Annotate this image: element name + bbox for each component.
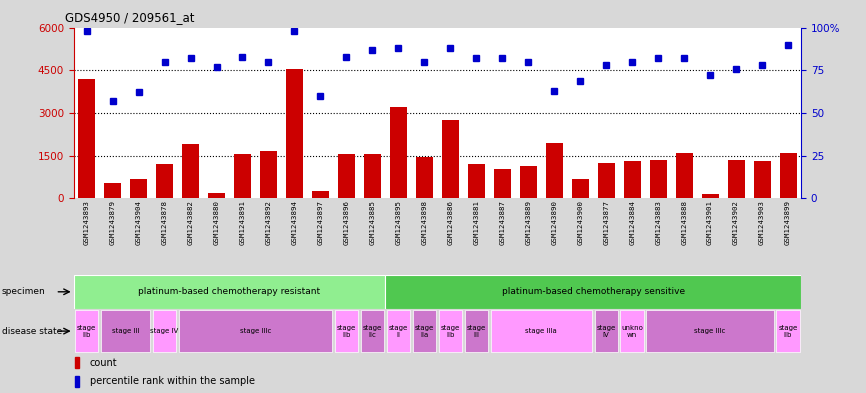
- Bar: [594, 310, 617, 353]
- Bar: [439, 310, 462, 353]
- Bar: [75, 376, 80, 387]
- Text: GSM1243892: GSM1243892: [266, 200, 271, 245]
- Text: stage
II: stage II: [389, 325, 408, 338]
- Text: stage III: stage III: [112, 328, 139, 334]
- Text: platinum-based chemotherapy resistant: platinum-based chemotherapy resistant: [139, 287, 320, 296]
- Text: specimen: specimen: [2, 287, 46, 296]
- Text: stage
IIb: stage IIb: [779, 325, 798, 338]
- Text: GSM1243882: GSM1243882: [188, 200, 193, 245]
- Bar: [182, 144, 199, 198]
- Bar: [646, 310, 774, 353]
- Bar: [572, 178, 589, 198]
- Bar: [100, 310, 151, 353]
- Bar: [727, 160, 745, 198]
- Text: stage
IIb: stage IIb: [77, 325, 96, 338]
- Bar: [520, 166, 537, 198]
- Text: disease state: disease state: [2, 327, 62, 336]
- Text: GSM1243880: GSM1243880: [214, 200, 219, 245]
- Bar: [152, 310, 177, 353]
- Bar: [675, 153, 693, 198]
- Bar: [179, 310, 333, 353]
- Bar: [75, 310, 99, 353]
- Bar: [78, 79, 95, 198]
- Text: GSM1243893: GSM1243893: [84, 200, 89, 245]
- Text: GSM1243899: GSM1243899: [785, 200, 791, 245]
- Text: GSM1243887: GSM1243887: [500, 200, 505, 245]
- Bar: [387, 310, 410, 353]
- Text: GSM1243881: GSM1243881: [474, 200, 479, 245]
- Text: GSM1243884: GSM1243884: [630, 200, 635, 245]
- Bar: [650, 160, 667, 198]
- Text: GSM1243877: GSM1243877: [604, 200, 609, 245]
- Bar: [598, 163, 615, 198]
- Bar: [413, 310, 436, 353]
- Text: GSM1243897: GSM1243897: [318, 200, 323, 245]
- Text: GSM1243891: GSM1243891: [240, 200, 245, 245]
- Text: stage
IIb: stage IIb: [337, 325, 356, 338]
- Bar: [156, 164, 173, 198]
- Bar: [234, 154, 251, 198]
- Bar: [75, 358, 80, 368]
- Bar: [208, 193, 225, 198]
- Text: GSM1243883: GSM1243883: [656, 200, 661, 245]
- Text: stage
IIa: stage IIa: [415, 325, 434, 338]
- Bar: [286, 69, 303, 198]
- Text: percentile rank within the sample: percentile rank within the sample: [89, 376, 255, 386]
- Text: GSM1243886: GSM1243886: [448, 200, 453, 245]
- Bar: [335, 310, 359, 353]
- Text: GSM1243903: GSM1243903: [759, 200, 765, 245]
- Bar: [416, 157, 433, 198]
- Text: GSM1243885: GSM1243885: [370, 200, 375, 245]
- Text: count: count: [89, 358, 117, 368]
- Bar: [364, 154, 381, 198]
- Bar: [776, 310, 800, 353]
- Bar: [312, 191, 329, 198]
- Text: stage
IIc: stage IIc: [363, 325, 382, 338]
- Bar: [494, 169, 511, 198]
- Text: GSM1243894: GSM1243894: [292, 200, 297, 245]
- Text: unkno
wn: unkno wn: [621, 325, 643, 338]
- Text: platinum-based chemotherapy sensitive: platinum-based chemotherapy sensitive: [501, 287, 685, 296]
- Bar: [130, 178, 147, 198]
- Text: stage IIIc: stage IIIc: [695, 328, 726, 334]
- Bar: [74, 275, 385, 309]
- Text: stage IIIc: stage IIIc: [240, 328, 271, 334]
- Bar: [361, 310, 385, 353]
- Text: stage
IV: stage IV: [597, 325, 616, 338]
- Text: stage
III: stage III: [467, 325, 486, 338]
- Bar: [104, 183, 121, 198]
- Bar: [442, 120, 459, 198]
- Bar: [390, 107, 407, 198]
- Bar: [385, 275, 801, 309]
- Bar: [465, 310, 488, 353]
- Text: GDS4950 / 209561_at: GDS4950 / 209561_at: [65, 11, 195, 24]
- Bar: [753, 162, 771, 198]
- Bar: [620, 310, 643, 353]
- Text: GSM1243878: GSM1243878: [162, 200, 167, 245]
- Text: stage
IIb: stage IIb: [441, 325, 460, 338]
- Text: GSM1243890: GSM1243890: [552, 200, 557, 245]
- Text: GSM1243900: GSM1243900: [578, 200, 583, 245]
- Text: GSM1243896: GSM1243896: [344, 200, 349, 245]
- Bar: [468, 164, 485, 198]
- Text: GSM1243889: GSM1243889: [526, 200, 531, 245]
- Bar: [701, 194, 719, 198]
- Bar: [546, 143, 563, 198]
- Text: stage IIIa: stage IIIa: [526, 328, 557, 334]
- Text: GSM1243888: GSM1243888: [682, 200, 687, 245]
- Bar: [338, 154, 355, 198]
- Bar: [624, 162, 641, 198]
- Text: GSM1243902: GSM1243902: [734, 200, 739, 245]
- Text: GSM1243895: GSM1243895: [396, 200, 401, 245]
- Text: GSM1243904: GSM1243904: [136, 200, 141, 245]
- Text: stage IV: stage IV: [151, 328, 178, 334]
- Text: GSM1243898: GSM1243898: [422, 200, 427, 245]
- Bar: [260, 151, 277, 198]
- Bar: [490, 310, 592, 353]
- Bar: [779, 153, 797, 198]
- Text: GSM1243879: GSM1243879: [110, 200, 115, 245]
- Text: GSM1243901: GSM1243901: [708, 200, 713, 245]
